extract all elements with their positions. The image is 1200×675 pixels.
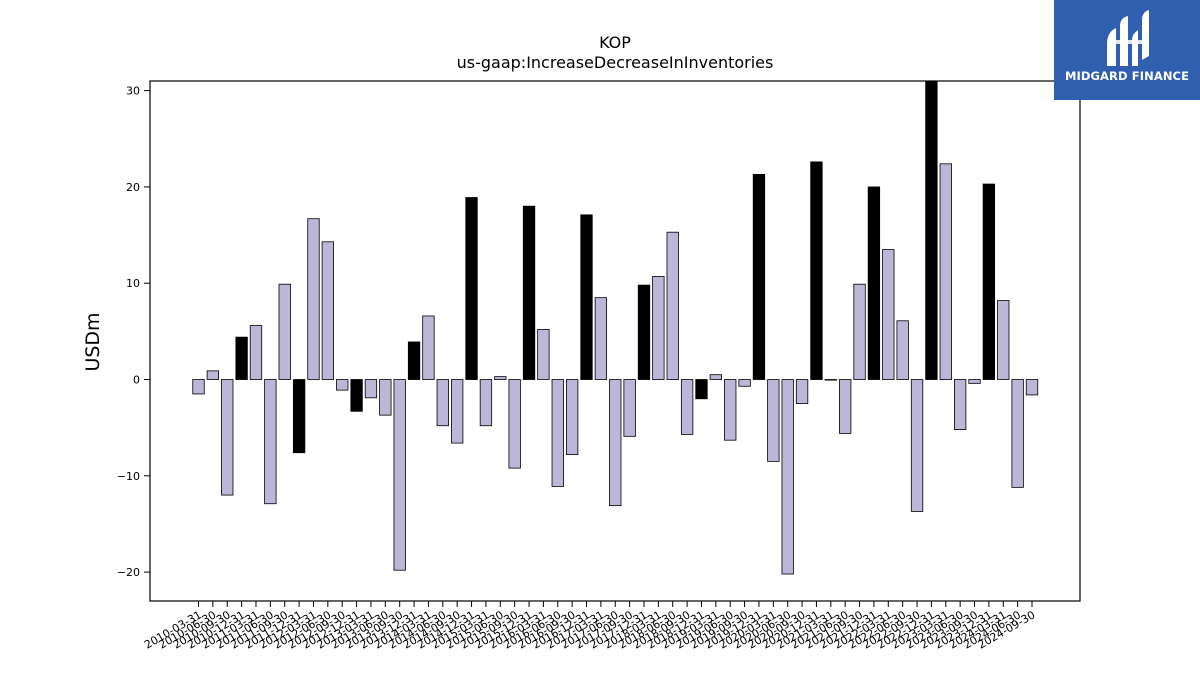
chart-subtitle: us-gaap:IncreaseDecreaseInInventories	[457, 53, 774, 72]
bar	[695, 379, 708, 400]
y-tick-label: −20	[117, 566, 140, 579]
bar	[235, 336, 248, 380]
bar	[795, 379, 809, 404]
bar	[724, 379, 737, 441]
bar	[565, 379, 579, 456]
bar	[278, 283, 291, 380]
bar	[350, 379, 363, 412]
y-tick-label: 10	[126, 277, 140, 290]
bar	[939, 163, 952, 380]
bar	[1011, 379, 1024, 488]
bar	[264, 379, 277, 505]
plot-frame	[149, 80, 1081, 602]
logo-mark-icon	[1107, 10, 1149, 66]
bar	[379, 379, 392, 416]
bar	[810, 161, 823, 380]
bar	[738, 379, 751, 387]
bar	[680, 379, 694, 435]
bar	[652, 276, 665, 380]
ticks-group: 2010-03-312010-06-302010-09-302010-12-31…	[117, 85, 1038, 652]
bar	[882, 249, 895, 380]
bar	[436, 379, 449, 427]
bar	[839, 379, 852, 434]
bar	[709, 374, 722, 380]
bar	[465, 197, 478, 380]
bar	[249, 325, 263, 380]
y-axis-label: USDm	[82, 312, 104, 371]
bar	[422, 315, 435, 380]
brand-logo-text: MIDGARD FINANCE	[1064, 69, 1190, 83]
bar	[221, 379, 234, 496]
bar	[307, 218, 320, 380]
bar	[594, 297, 608, 380]
bar	[623, 379, 636, 437]
bar	[292, 379, 306, 454]
bar	[997, 300, 1010, 380]
bar	[666, 231, 679, 380]
bar	[925, 81, 938, 380]
bar	[407, 341, 421, 380]
bar	[494, 376, 507, 380]
bar	[968, 379, 981, 384]
bar	[767, 379, 780, 462]
y-tick-label: −10	[117, 470, 140, 483]
bar	[637, 284, 651, 380]
bar	[910, 379, 924, 512]
brand-logo: MIDGARD FINANCE	[1054, 0, 1200, 100]
bar	[321, 241, 334, 380]
bar	[364, 379, 378, 399]
bar	[867, 186, 881, 380]
bar	[551, 379, 564, 487]
y-tick-label: 30	[126, 85, 140, 98]
bar	[479, 379, 493, 427]
bar	[752, 174, 766, 380]
bar	[206, 370, 220, 380]
bar	[781, 379, 794, 575]
bars-group	[192, 81, 1039, 575]
bar	[580, 214, 593, 380]
chart-title: KOP	[599, 33, 631, 52]
bar	[336, 379, 349, 391]
bar	[522, 205, 536, 380]
bar	[824, 379, 837, 381]
bar	[1025, 379, 1039, 396]
bar	[508, 379, 521, 469]
bar	[954, 379, 967, 430]
y-tick-label: 20	[126, 181, 140, 194]
bar	[192, 379, 205, 395]
bar	[609, 379, 622, 507]
bar	[537, 329, 550, 380]
bar	[982, 183, 996, 380]
y-tick-label: 0	[133, 374, 140, 387]
bar	[853, 283, 866, 380]
bar	[393, 379, 406, 571]
bar	[451, 379, 464, 444]
bar	[896, 320, 909, 380]
